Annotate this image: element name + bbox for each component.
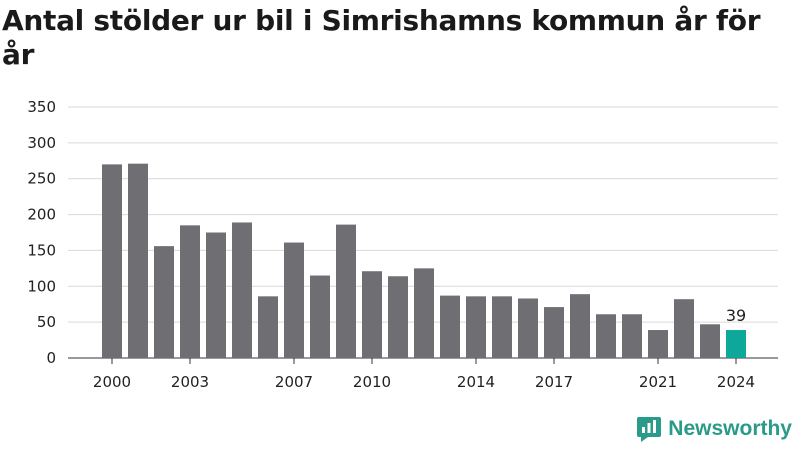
bar-2002 <box>154 246 174 358</box>
bar-2008 <box>310 275 330 358</box>
logo-wordmark: Newsworthy <box>668 417 792 440</box>
x-tick-label: 2017 <box>535 373 573 391</box>
chart-title: Antal stölder ur bil i Simrishamns kommu… <box>2 4 761 71</box>
bar-2022 <box>674 299 694 358</box>
bar-2013 <box>440 295 460 358</box>
newsworthy-logo-icon <box>637 417 662 442</box>
data-label-2024: 39 <box>726 306 746 325</box>
y-tick-label: 50 <box>37 313 56 331</box>
x-tick-label: 2021 <box>639 373 677 391</box>
y-tick-label: 200 <box>27 206 56 224</box>
bar-2007 <box>284 242 304 358</box>
bar-2005 <box>232 222 252 358</box>
x-axis-ticks: 2000 2003 2007 2010 2014 2017 2021 2024 <box>93 358 755 391</box>
x-tick-label: 2007 <box>275 373 313 391</box>
y-tick-label: 0 <box>46 349 56 367</box>
data-labels: 39 <box>726 306 746 325</box>
bar-2001 <box>128 163 148 358</box>
y-tick-label: 300 <box>27 134 56 152</box>
x-tick-label: 2003 <box>171 373 209 391</box>
bar-2021 <box>648 330 668 358</box>
bar-2015 <box>492 296 512 358</box>
bar-2010 <box>362 271 382 358</box>
bar-2000 <box>102 164 122 358</box>
x-tick-label: 2000 <box>93 373 131 391</box>
newsworthy-logo: Newsworthy <box>636 414 792 444</box>
bar-2023 <box>700 324 720 358</box>
x-tick-label: 2014 <box>457 373 495 391</box>
bar-2018 <box>570 294 590 358</box>
bar-2017 <box>544 307 564 358</box>
y-tick-label: 350 <box>27 98 56 116</box>
bar-2004 <box>206 232 226 358</box>
bar-2016 <box>518 298 538 358</box>
x-tick-label: 2024 <box>717 373 755 391</box>
y-tick-label: 100 <box>27 277 56 295</box>
y-axis-ticks: 0 50 100 150 200 250 300 350 <box>27 98 56 367</box>
bar-2014 <box>466 296 486 358</box>
bar-2003 <box>180 225 200 358</box>
bar-2020 <box>622 314 642 358</box>
bar-2011 <box>388 276 408 358</box>
bar-2012 <box>414 268 434 358</box>
bar-2009 <box>336 224 356 358</box>
bar-2006 <box>258 296 278 358</box>
bars <box>102 163 746 358</box>
bar-2024 <box>726 330 746 358</box>
y-tick-label: 250 <box>27 170 56 188</box>
x-tick-label: 2010 <box>353 373 391 391</box>
bar-2019 <box>596 314 616 358</box>
y-tick-label: 150 <box>27 241 56 259</box>
